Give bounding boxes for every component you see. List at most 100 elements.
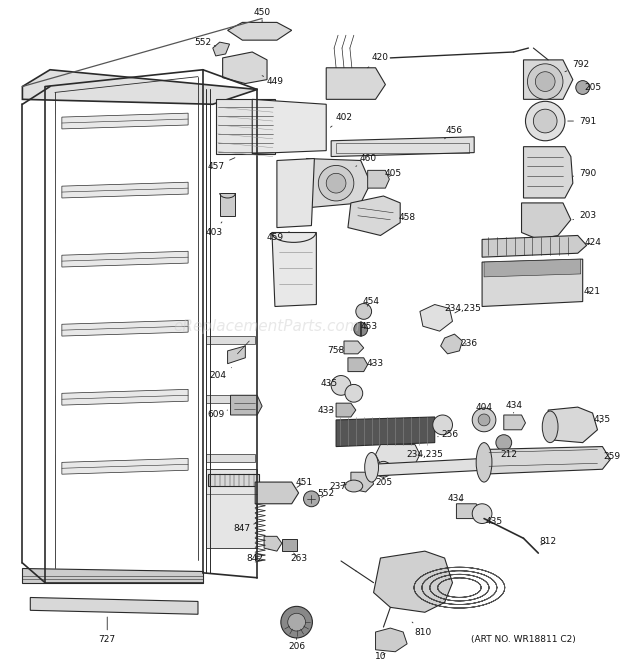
Polygon shape (348, 358, 368, 371)
Text: 420: 420 (368, 54, 389, 68)
Text: 454: 454 (362, 297, 379, 306)
Polygon shape (231, 395, 262, 415)
Polygon shape (441, 334, 463, 354)
Text: 421: 421 (584, 287, 601, 296)
Text: 434: 434 (448, 494, 465, 503)
Bar (208, 474, 259, 486)
Text: 434: 434 (505, 401, 522, 413)
Text: 847: 847 (234, 524, 255, 533)
Text: 791: 791 (568, 116, 596, 126)
Polygon shape (277, 159, 314, 227)
Bar (336, 143, 469, 153)
Circle shape (376, 461, 391, 477)
Text: 609: 609 (207, 410, 228, 420)
Polygon shape (482, 235, 587, 257)
Polygon shape (376, 445, 420, 464)
Text: 758: 758 (327, 346, 345, 356)
Circle shape (535, 71, 555, 91)
Polygon shape (420, 305, 453, 331)
Polygon shape (223, 52, 267, 83)
Polygon shape (374, 551, 453, 612)
Text: 460: 460 (356, 154, 376, 167)
Polygon shape (206, 455, 255, 462)
Text: 433: 433 (367, 359, 384, 368)
Circle shape (331, 375, 351, 395)
Polygon shape (548, 407, 598, 443)
Text: 433: 433 (317, 406, 335, 414)
Text: 205: 205 (584, 83, 601, 92)
Ellipse shape (365, 453, 378, 482)
Polygon shape (272, 233, 316, 307)
Polygon shape (213, 42, 229, 56)
Text: 259: 259 (604, 452, 620, 461)
Polygon shape (336, 403, 356, 417)
Text: 424: 424 (584, 238, 601, 247)
Text: 263: 263 (290, 553, 307, 563)
Text: 449: 449 (262, 75, 283, 86)
Polygon shape (216, 99, 275, 153)
Polygon shape (206, 336, 255, 344)
Circle shape (576, 81, 590, 95)
Text: 810: 810 (412, 622, 432, 637)
Bar (206, 469, 257, 548)
Ellipse shape (542, 411, 558, 443)
Text: 10: 10 (374, 652, 386, 661)
Text: 451: 451 (296, 478, 313, 487)
Text: 402: 402 (330, 112, 353, 128)
Text: 404: 404 (476, 403, 492, 412)
Text: 435: 435 (321, 379, 338, 388)
Circle shape (472, 504, 492, 524)
Text: 790: 790 (573, 169, 596, 178)
Text: 234,235: 234,235 (407, 450, 443, 459)
Polygon shape (344, 341, 364, 354)
Polygon shape (482, 447, 610, 474)
Circle shape (472, 408, 496, 432)
Text: 453: 453 (360, 322, 377, 330)
Text: 450: 450 (254, 8, 271, 22)
Text: (ART NO. WR18811 C2): (ART NO. WR18811 C2) (471, 635, 576, 644)
Circle shape (318, 165, 354, 201)
Polygon shape (255, 482, 299, 504)
Polygon shape (22, 568, 203, 583)
Circle shape (526, 101, 565, 141)
Text: 435: 435 (594, 415, 611, 424)
Text: 236: 236 (461, 340, 478, 348)
Polygon shape (252, 99, 326, 153)
Polygon shape (306, 159, 371, 208)
Text: 403: 403 (205, 222, 223, 237)
Polygon shape (331, 137, 474, 157)
Text: 234,235: 234,235 (444, 304, 480, 313)
Text: 459: 459 (267, 231, 289, 242)
Text: 256: 256 (438, 430, 458, 439)
Text: 727: 727 (99, 617, 116, 644)
Polygon shape (62, 389, 188, 405)
Text: 458: 458 (399, 214, 415, 222)
Circle shape (304, 491, 319, 507)
Text: 456: 456 (445, 126, 463, 139)
Polygon shape (348, 196, 400, 235)
Circle shape (281, 606, 312, 638)
Circle shape (533, 109, 557, 133)
Text: 842: 842 (247, 549, 269, 563)
Text: 457: 457 (207, 158, 235, 171)
Ellipse shape (345, 480, 363, 492)
Polygon shape (264, 536, 282, 551)
Circle shape (496, 435, 511, 451)
Polygon shape (62, 182, 188, 198)
Text: 812: 812 (539, 537, 557, 546)
Polygon shape (219, 193, 236, 215)
Polygon shape (376, 628, 407, 652)
Circle shape (356, 303, 371, 319)
Polygon shape (371, 458, 484, 476)
Polygon shape (62, 113, 188, 129)
Polygon shape (521, 203, 571, 239)
Polygon shape (228, 346, 246, 364)
Circle shape (288, 613, 306, 631)
Circle shape (528, 64, 563, 99)
Polygon shape (523, 60, 573, 99)
Polygon shape (504, 415, 526, 430)
Circle shape (354, 323, 368, 336)
Polygon shape (282, 539, 296, 551)
Ellipse shape (476, 443, 492, 482)
Text: 435: 435 (485, 517, 502, 526)
